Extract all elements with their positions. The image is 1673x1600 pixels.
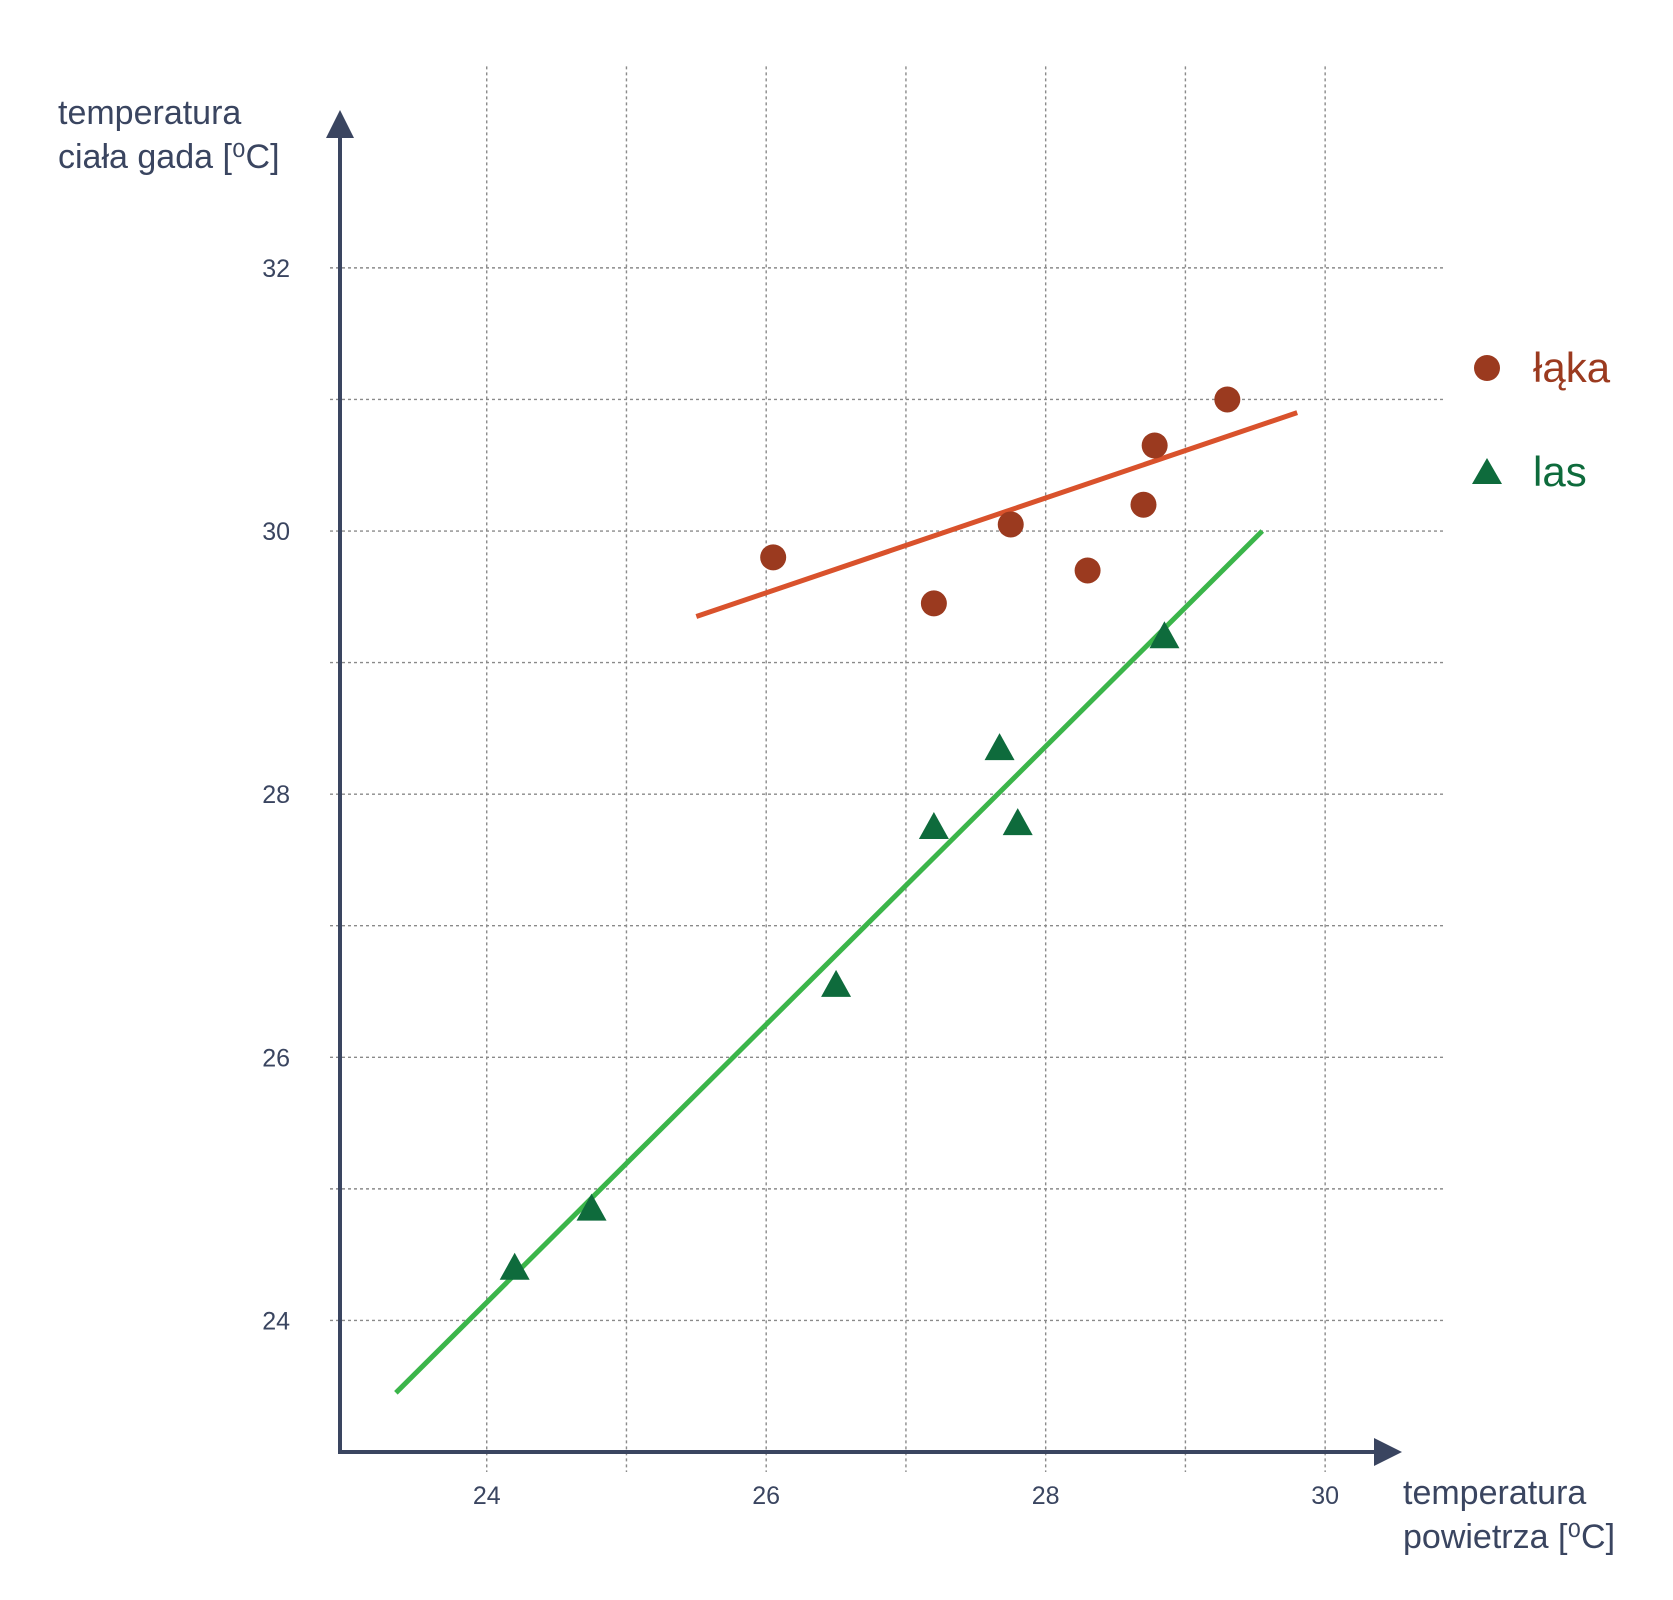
legend-marker-laka [1474, 355, 1500, 381]
legend: łąka las [1472, 344, 1611, 495]
trendlines [394, 410, 1299, 1395]
data-point-las [1149, 621, 1180, 649]
legend-label-las: las [1533, 448, 1587, 495]
x-tick-label: 28 [1032, 1482, 1060, 1510]
y-tick-label: 30 [262, 518, 290, 546]
data-points [499, 386, 1241, 1280]
y-tick-label: 26 [262, 1044, 290, 1072]
y-tick-label: 24 [262, 1307, 290, 1335]
y-tick-label: 32 [262, 255, 290, 283]
axes [326, 110, 1402, 1466]
data-point-las [821, 969, 852, 997]
x-axis-title-line1: temperatura [1403, 1474, 1586, 1512]
x-tick-label: 24 [473, 1482, 501, 1510]
data-point-las [1002, 808, 1033, 836]
data-point-las [918, 812, 949, 840]
data-point-laka [997, 511, 1024, 538]
grid [330, 66, 1444, 1472]
trendline-laka [695, 410, 1299, 619]
x-axis-arrow [1374, 1438, 1402, 1466]
data-point-laka [1214, 386, 1241, 413]
x-axis-title-line2: powietrza [⁰C] [1403, 1518, 1615, 1556]
data-point-laka [1074, 557, 1101, 584]
data-point-laka [920, 590, 947, 617]
y-tick-labels: 24 26 28 30 32 [262, 255, 290, 1336]
x-tick-label: 26 [752, 1482, 780, 1510]
x-axis-title: temperatura powietrza [⁰C] [1403, 1474, 1615, 1556]
y-tick-label: 28 [262, 781, 290, 809]
x-tick-labels: 24 26 28 30 [473, 1482, 1339, 1510]
legend-label-laka: łąka [1533, 344, 1611, 391]
y-axis-title-line2: ciała gada [⁰C] [58, 138, 280, 176]
legend-marker-las [1472, 458, 1502, 484]
trendline-las [394, 529, 1265, 1395]
y-axis-title: temperatura ciała gada [⁰C] [58, 94, 280, 176]
data-point-las [984, 733, 1015, 761]
data-point-laka [1130, 491, 1157, 518]
data-point-laka [760, 544, 787, 571]
y-axis-arrow [326, 110, 354, 138]
data-point-las [499, 1252, 530, 1280]
data-point-las [576, 1193, 607, 1221]
data-point-laka [1141, 432, 1168, 459]
x-tick-label: 30 [1311, 1482, 1339, 1510]
y-axis-title-line1: temperatura [58, 94, 241, 132]
